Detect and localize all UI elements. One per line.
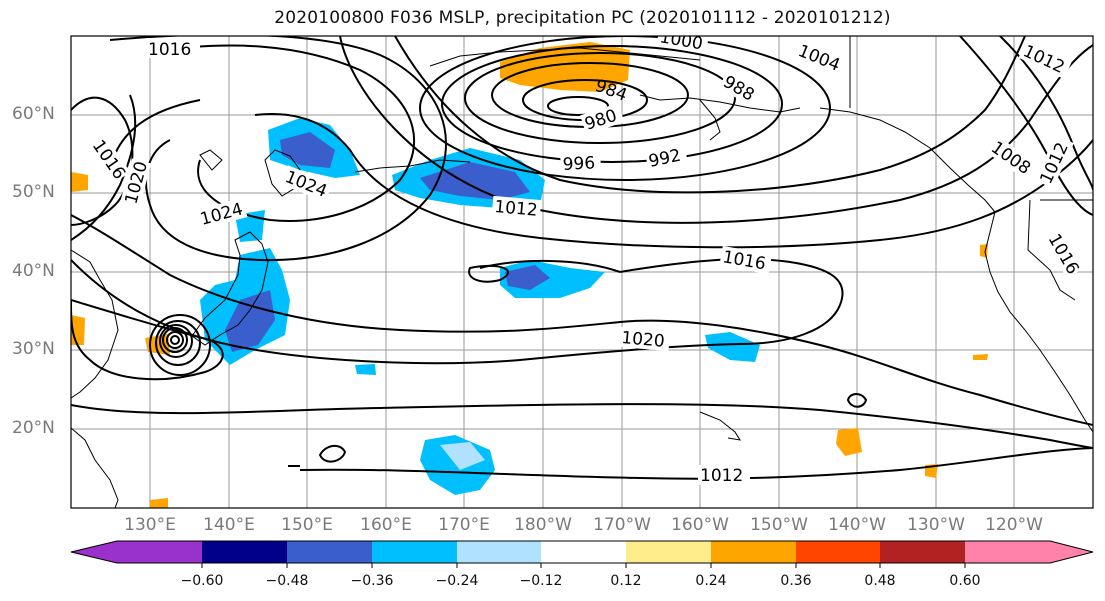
- lon-label: 170°W: [593, 515, 651, 535]
- colorbar-segment: [457, 541, 541, 563]
- colorbar-segment: [880, 541, 965, 563]
- isobar-label: 1012: [700, 466, 743, 486]
- lon-label: 120°W: [985, 515, 1043, 535]
- map-title: 2020100800 F036 MSLP, precipitation PC (…: [274, 8, 891, 28]
- colorbar-segment: [711, 541, 796, 563]
- lon-label: 130°E: [124, 515, 176, 535]
- colorbar-tick-label: 0.24: [695, 573, 727, 589]
- lat-label: 40°N: [12, 261, 55, 281]
- colorbar-tick-label: −0.36: [350, 573, 394, 589]
- colorbar-segment: [1050, 541, 1093, 563]
- isobar-label: 1012: [494, 197, 539, 221]
- colorbar-tick-label: 0.12: [610, 573, 642, 589]
- isobar-label: 1020: [621, 328, 666, 352]
- colorbar-segment: [202, 541, 287, 563]
- colorbar-segment: [117, 541, 202, 563]
- map-area: 1016 1016 1020 1024 1024 1012 996 992 98…: [71, 36, 1093, 508]
- lat-label: 50°N: [12, 182, 55, 202]
- colorbar-tick-label: 0.60: [949, 573, 981, 589]
- lon-label: 170°E: [438, 515, 490, 535]
- lon-label: 150°E: [281, 515, 333, 535]
- colorbar-segment: [372, 541, 457, 563]
- isobar-label: 996: [562, 153, 595, 175]
- colorbar-segment: [71, 541, 117, 563]
- map-frame: [70, 35, 1094, 509]
- lon-label: 160°W: [671, 515, 729, 535]
- colorbar-segment: [287, 541, 372, 563]
- colorbar-tick-label: −0.12: [519, 573, 563, 589]
- colorbar-tick-label: −0.48: [265, 573, 309, 589]
- colorbar-tick-label: −0.60: [180, 573, 224, 589]
- lat-label: 30°N: [12, 339, 55, 359]
- colorbar-segment: [965, 541, 1050, 563]
- colorbar-outline: [70, 540, 1094, 564]
- colorbar-segment: [626, 541, 711, 563]
- colorbar-tick-label: −0.24: [435, 573, 479, 589]
- lon-label: 140°E: [203, 515, 255, 535]
- lon-label: 160°E: [360, 515, 412, 535]
- colorbar-segment: [796, 541, 880, 563]
- lat-label: 20°N: [12, 418, 55, 438]
- lon-label: 150°W: [750, 515, 808, 535]
- lon-label: 180°W: [514, 515, 572, 535]
- precip-negative-shading: [200, 118, 760, 495]
- colorbar: [70, 540, 1094, 568]
- lon-label: 140°W: [828, 515, 886, 535]
- colorbar-segment: [541, 541, 626, 563]
- isobar-label: 1016: [148, 40, 191, 60]
- lat-label: 60°N: [12, 104, 55, 124]
- colorbar-tick-label: 0.36: [780, 573, 812, 589]
- colorbar-tick-label: 0.48: [864, 573, 896, 589]
- lon-label: 130°W: [907, 515, 965, 535]
